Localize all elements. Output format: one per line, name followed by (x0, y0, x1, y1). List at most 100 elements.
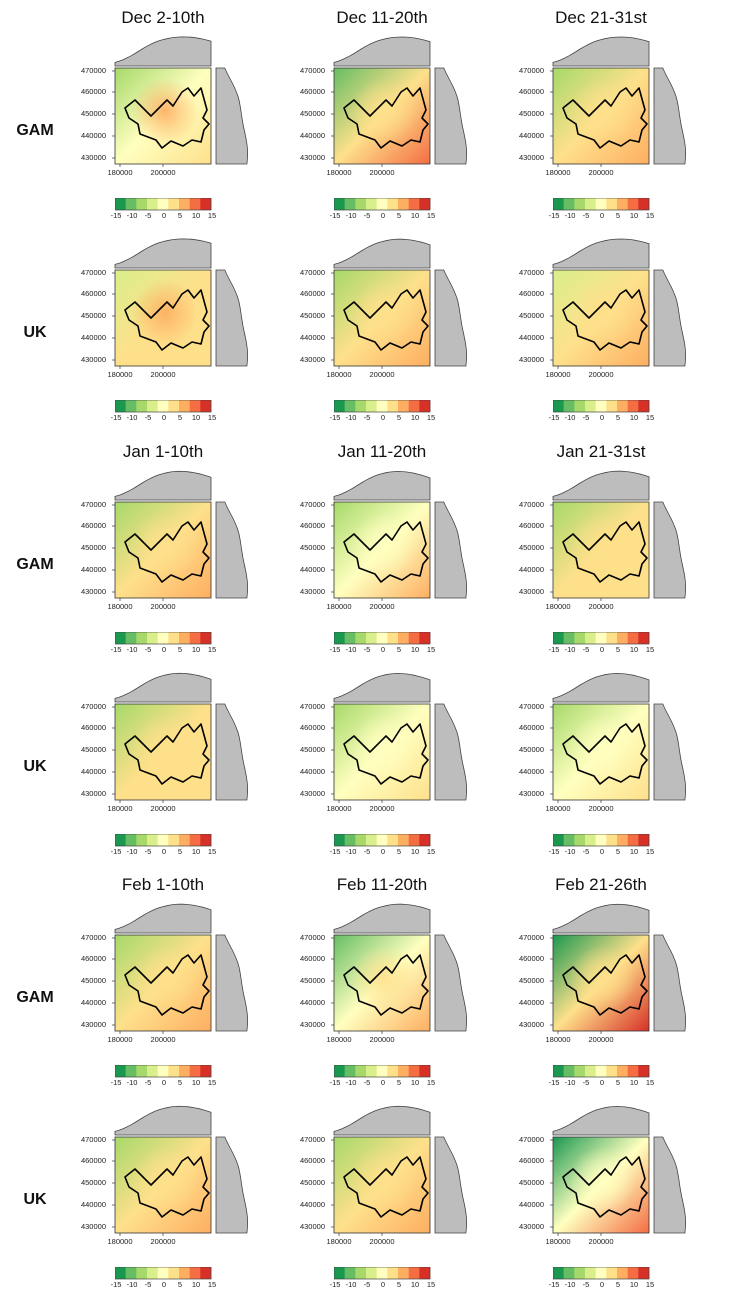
map-panel: 470000 460000 450000 440000 430000 180000 2000… (508, 664, 686, 839)
legend-swatch (366, 1267, 377, 1279)
legend-tick-label: -15 (110, 1280, 122, 1289)
y-tick-label: 440000 (80, 333, 106, 342)
legend-swatch (419, 834, 431, 846)
legend-swatch (376, 1267, 388, 1279)
x-tick-label: 180000 (545, 1035, 571, 1044)
legend-swatch (595, 1267, 607, 1279)
legend-swatch (125, 400, 137, 412)
y-tick-label: 440000 (299, 333, 325, 342)
legend-tick-label: -5 (144, 413, 152, 422)
legend-tick-label: -15 (329, 211, 341, 220)
legend-swatch (398, 1267, 409, 1279)
legend-tick-label: 0 (161, 211, 167, 220)
top-density (333, 1105, 431, 1136)
legend-tick-label: -15 (110, 1078, 122, 1087)
legend-tick-label: -5 (144, 645, 152, 654)
legend-tick-label: 5 (396, 1078, 402, 1087)
top-density (114, 238, 212, 269)
legend-tick-label: -15 (110, 413, 122, 422)
panel-svg (550, 470, 686, 601)
legend-swatch (366, 198, 377, 210)
right-density (215, 1136, 248, 1234)
heatmap-hotspot (115, 270, 211, 366)
legend-bar (552, 833, 650, 847)
legend-swatch (408, 1267, 420, 1279)
y-tick-label: 440000 (80, 131, 106, 140)
x-tick-label: 180000 (326, 370, 352, 379)
legend-swatch (595, 198, 607, 210)
region-boundary (124, 87, 210, 149)
legend-swatch (398, 632, 409, 644)
legend-swatch (419, 198, 431, 210)
heatmap-hotspot (115, 1137, 211, 1233)
heatmap-hotspot (115, 935, 211, 1031)
legend-tick-label: 15 (207, 645, 217, 654)
legend-swatch (617, 1065, 628, 1077)
top-density (114, 672, 212, 703)
legend-tick-label: -10 (126, 211, 138, 220)
top-density (114, 1105, 212, 1136)
legend-swatch (200, 400, 212, 412)
legend-swatch (387, 198, 399, 210)
y-tick-label: 450000 (518, 976, 544, 985)
legend-swatch (617, 834, 628, 846)
legend-tick-label: 0 (599, 645, 605, 654)
y-tick-label: 440000 (299, 131, 325, 140)
right-density (215, 269, 248, 367)
map-panel: 470000 460000 450000 440000 430000 180000 2000… (289, 230, 467, 405)
region-boundary (562, 521, 648, 583)
heatmap-hotspot (553, 502, 649, 598)
right-density (434, 934, 467, 1032)
legend-swatch (147, 1065, 158, 1077)
y-tick-label: 430000 (518, 153, 544, 162)
legend-swatch (398, 198, 409, 210)
legend-swatch (189, 198, 201, 210)
x-tick-label: 180000 (545, 168, 571, 177)
y-tick-label: 430000 (299, 1020, 325, 1029)
legend-tick-label: -5 (144, 847, 152, 856)
region-boundary (343, 1156, 429, 1218)
heatmap-hotspot (553, 270, 649, 366)
period-title: Dec 2-10th (121, 8, 205, 27)
legend-bar (114, 399, 212, 413)
legend-swatch (157, 834, 169, 846)
y-tick-label: 470000 (299, 500, 325, 509)
legend-swatch (179, 1267, 190, 1279)
top-density (114, 36, 212, 67)
legend-tick-label: 5 (177, 1280, 183, 1289)
legend-swatch (617, 400, 628, 412)
legend-tick-label: 15 (426, 847, 436, 856)
method-label: UK (23, 1191, 47, 1208)
heatmap-hotspot (334, 270, 430, 366)
legend-tick-label: 10 (191, 413, 201, 422)
y-tick-label: 460000 (299, 521, 325, 530)
right-density (653, 703, 686, 801)
legend-tick-label: -5 (582, 413, 590, 422)
legend-swatch (125, 834, 137, 846)
legend-swatch (387, 834, 399, 846)
y-tick-label: 450000 (518, 109, 544, 118)
legend-swatch (179, 834, 190, 846)
legend-swatch (408, 834, 420, 846)
legend-tick-label: 5 (615, 1078, 621, 1087)
panel-svg (331, 238, 467, 369)
y-tick-label: 470000 (518, 1135, 544, 1144)
legend-swatch (553, 1065, 564, 1077)
x-tick-label: 180000 (545, 1237, 571, 1246)
legend-swatch (344, 198, 356, 210)
region-boundary (562, 87, 648, 149)
legend-swatch (179, 400, 190, 412)
legend-swatch (168, 632, 180, 644)
legend-swatch (627, 1065, 639, 1077)
x-tick-label: 200000 (150, 370, 176, 379)
legend-swatch (200, 834, 212, 846)
legend-swatch (366, 834, 377, 846)
legend-tick-label: -10 (345, 847, 357, 856)
y-tick-label: 470000 (299, 1135, 325, 1144)
map-panel: 470000 460000 450000 440000 430000 180000 2000… (70, 664, 248, 839)
method-label: UK (23, 758, 47, 775)
color-legend: -15 -10 -5 0 5 10 15 (330, 1266, 435, 1292)
legend-tick-label: 5 (396, 413, 402, 422)
legend-swatch (115, 400, 126, 412)
y-tick-label: 460000 (518, 87, 544, 96)
